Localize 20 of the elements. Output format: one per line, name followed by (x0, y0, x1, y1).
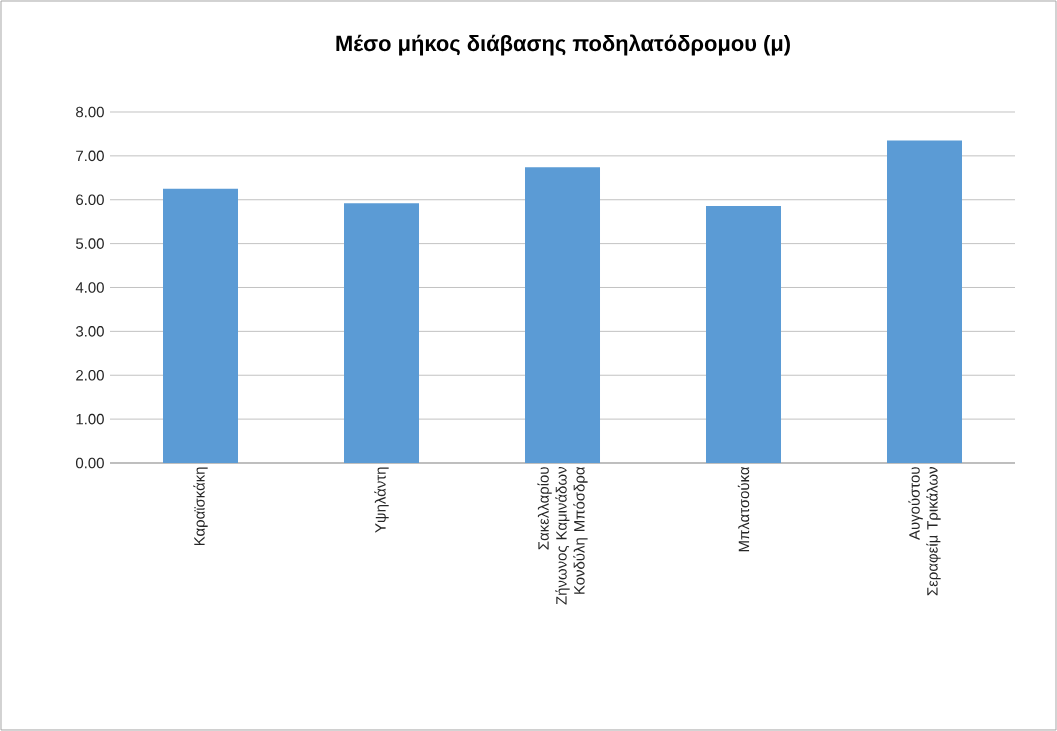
y-tick-label: 4.00 (75, 282, 104, 293)
x-tick-label: Υψηλάντη (374, 467, 389, 533)
y-tick-label: 2.00 (76, 369, 104, 381)
x-tick-label: Μπλατσούκα (737, 466, 750, 552)
bar (163, 188, 239, 463)
bar (706, 205, 782, 463)
bar (344, 203, 420, 463)
y-tick-label: 8.00 (76, 106, 104, 118)
y-tick-label: 3.00 (75, 326, 104, 337)
x-tick-label: Αυγούστου Σεραφείμ Τρικάλων (908, 467, 941, 596)
x-tick-label: Σακελλαρίου Ζήνωνος Καμινάδων Κονδύλη Μπόσδρα (537, 466, 588, 605)
y-tick-label: 7.00 (76, 150, 104, 162)
chart-title: Μέσο μήκος διάβασης ποδηλατόδρομου (μ) (336, 34, 790, 56)
x-tick-label: Καραϊσκάκη (193, 467, 208, 546)
y-tick-label: 5.00 (76, 238, 104, 249)
bar (525, 167, 601, 463)
y-tick-label: 6.00 (76, 194, 104, 206)
bar (887, 140, 963, 463)
y-tick-label: 0.00 (75, 457, 104, 469)
y-tick-label: 1.00 (76, 413, 104, 425)
